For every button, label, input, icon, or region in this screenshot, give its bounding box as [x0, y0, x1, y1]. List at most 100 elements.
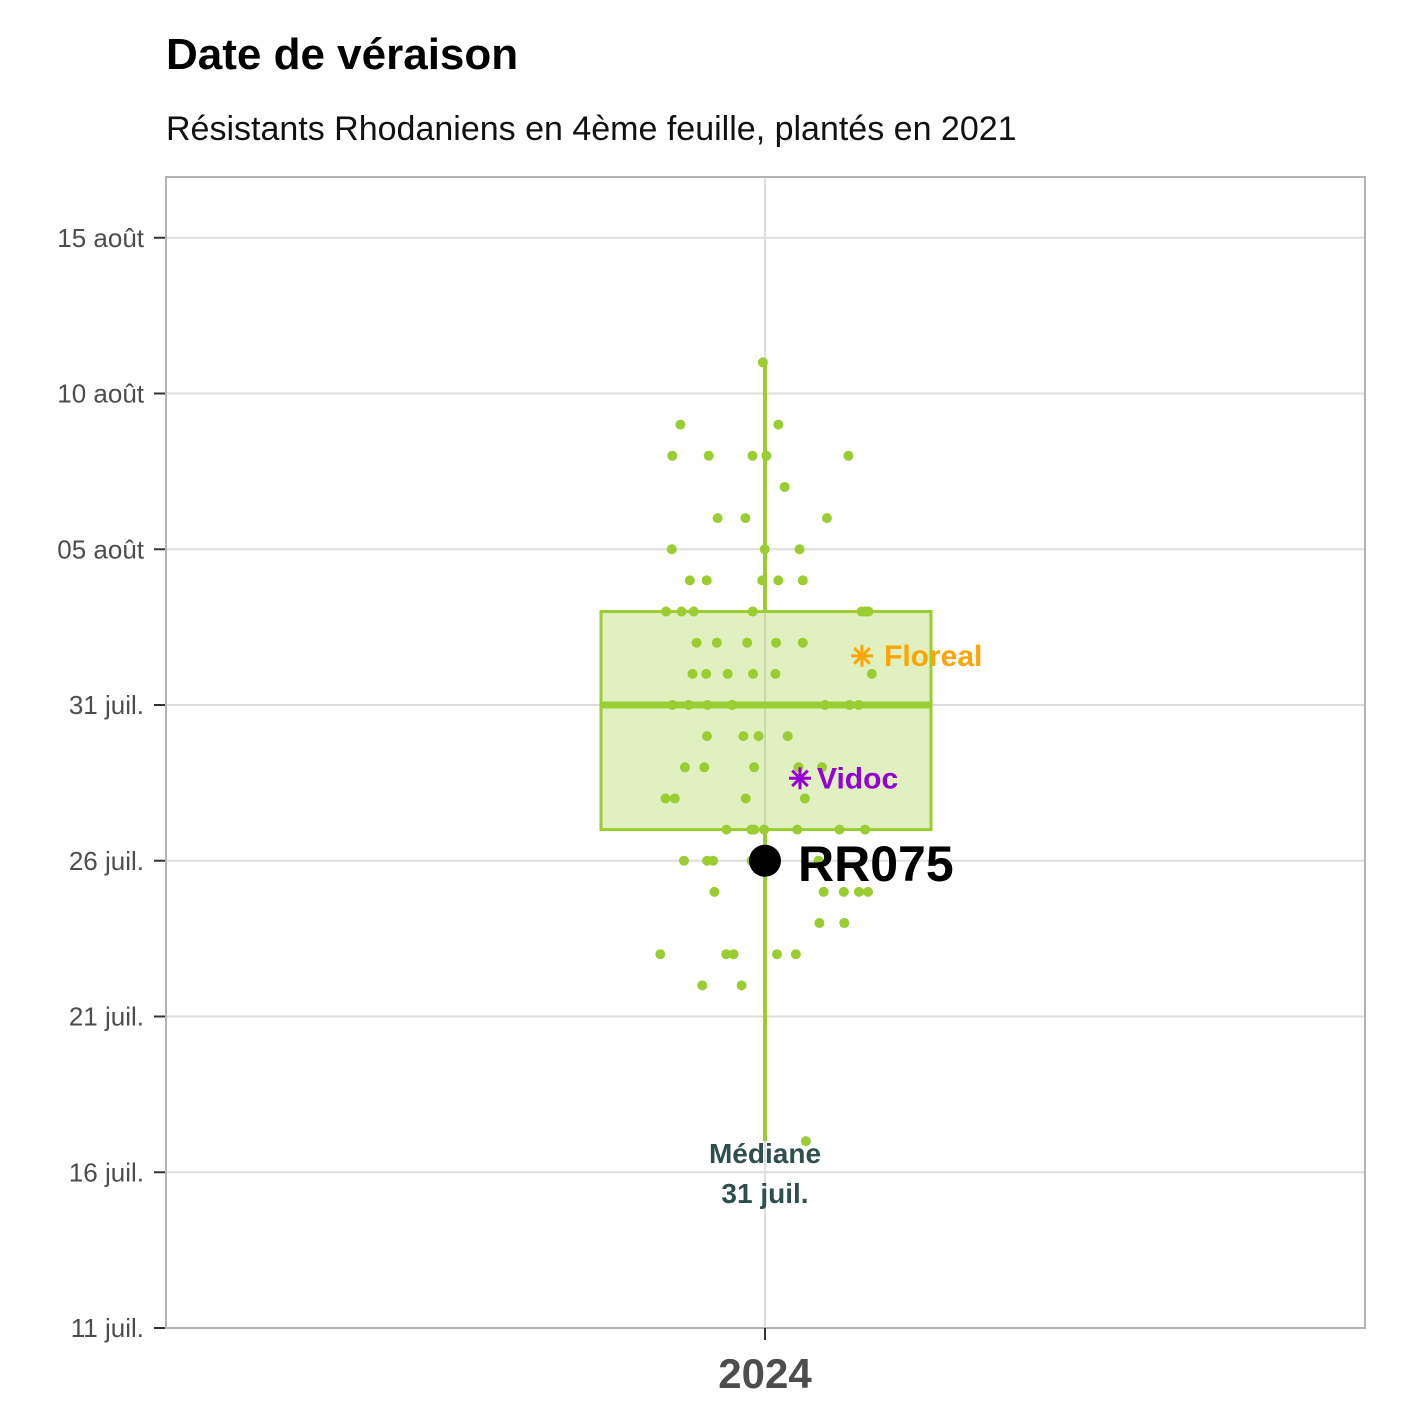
data-point — [727, 700, 737, 710]
data-point — [702, 700, 713, 710]
data-point — [748, 668, 758, 679]
data-point — [813, 855, 824, 866]
data-point — [669, 793, 680, 804]
data-point — [655, 949, 666, 960]
data-point — [684, 575, 695, 586]
data-point — [853, 700, 864, 710]
data-point — [667, 700, 678, 710]
data-point — [740, 513, 751, 524]
data-point — [747, 450, 758, 461]
axes: 11 juil. 16 juil. 21 juil. 26 juil. 31 juil.… — [57, 176, 1366, 1397]
data-point — [660, 793, 671, 804]
data-point — [738, 731, 749, 742]
vidoc-marker — [789, 767, 811, 790]
data-point — [740, 793, 751, 804]
xtick-label: 2024 — [718, 1350, 812, 1397]
data-point — [701, 731, 712, 742]
data-point — [667, 450, 678, 461]
data-point — [770, 668, 781, 679]
data-point — [792, 824, 803, 835]
ytick-label: 05 août — [57, 534, 145, 564]
data-point — [817, 762, 827, 773]
ytick-label: 10 août — [57, 379, 145, 409]
data-point — [834, 824, 845, 835]
data-point — [688, 606, 699, 617]
data-point — [863, 886, 873, 897]
highlight-label: RR075 — [798, 836, 954, 892]
ytick-label: 11 juil. — [71, 1313, 144, 1343]
data-point — [839, 918, 850, 929]
highlight-point — [749, 844, 781, 877]
data-point — [701, 668, 712, 679]
ytick-label: 16 juil. — [69, 1157, 144, 1187]
data-point — [728, 949, 739, 960]
data-point — [820, 700, 830, 710]
data-point — [712, 513, 723, 524]
data-point — [853, 886, 864, 897]
data-point — [722, 668, 733, 679]
data-point — [691, 637, 702, 648]
data-point — [838, 886, 849, 897]
data-point — [757, 357, 768, 368]
data-point — [797, 637, 808, 648]
data-point — [818, 886, 829, 897]
data-point — [773, 575, 784, 586]
data-point — [699, 762, 710, 773]
data-point — [799, 793, 810, 804]
data-point — [753, 731, 764, 742]
data-point — [709, 886, 720, 897]
jitter-points — [655, 357, 877, 1147]
ytick-label: 21 juil. — [69, 1002, 144, 1032]
ytick-label: 31 juil. — [69, 690, 144, 720]
ytick-label: 26 juil. — [69, 846, 144, 876]
box-layer — [599, 362, 933, 1142]
data-point — [794, 544, 805, 555]
data-point — [860, 824, 871, 835]
median-annotation-line2: 31 juil. — [721, 1178, 808, 1209]
data-point — [747, 606, 758, 617]
data-point — [761, 450, 772, 461]
data-point — [675, 419, 686, 430]
data-point — [666, 544, 677, 555]
data-point — [772, 949, 782, 960]
ytick-label: 15 août — [57, 223, 145, 253]
data-point — [736, 980, 747, 991]
data-point — [679, 855, 689, 866]
data-point — [697, 980, 708, 991]
data-point — [843, 450, 854, 461]
data-point — [676, 606, 687, 617]
data-point — [771, 637, 782, 648]
data-point — [844, 700, 855, 710]
asterisk-stroke — [791, 769, 809, 788]
data-point — [773, 419, 784, 430]
data-point — [661, 606, 671, 617]
data-point — [759, 544, 770, 555]
data-point — [866, 668, 877, 679]
data-point — [757, 575, 768, 586]
floreal-marker — [851, 644, 873, 667]
data-point — [702, 855, 713, 866]
data-point — [701, 575, 712, 586]
data-point — [703, 450, 714, 461]
data-point — [821, 513, 832, 524]
chart-subtitle: Résistants Rhodaniens en 4ème feuille, p… — [166, 110, 1017, 148]
asterisk-stroke — [853, 647, 871, 665]
data-point — [711, 637, 722, 648]
data-point — [779, 481, 790, 492]
data-point — [800, 1136, 811, 1147]
data-point — [721, 949, 732, 960]
data-point — [679, 762, 690, 773]
data-point — [749, 762, 760, 773]
data-point — [683, 700, 694, 710]
data-point — [814, 918, 825, 929]
vidoc-label: Vidoc — [817, 762, 898, 795]
median-annotation-line1: Médiane — [709, 1138, 821, 1169]
floreal-label: Floreal — [884, 640, 982, 673]
data-point — [782, 731, 793, 742]
data-point — [687, 668, 698, 679]
data-point — [860, 606, 871, 617]
data-point — [742, 637, 753, 648]
data-point — [797, 575, 808, 586]
annotations: Floreal Vidoc RR075 Médiane 31 juil. — [709, 640, 982, 1209]
